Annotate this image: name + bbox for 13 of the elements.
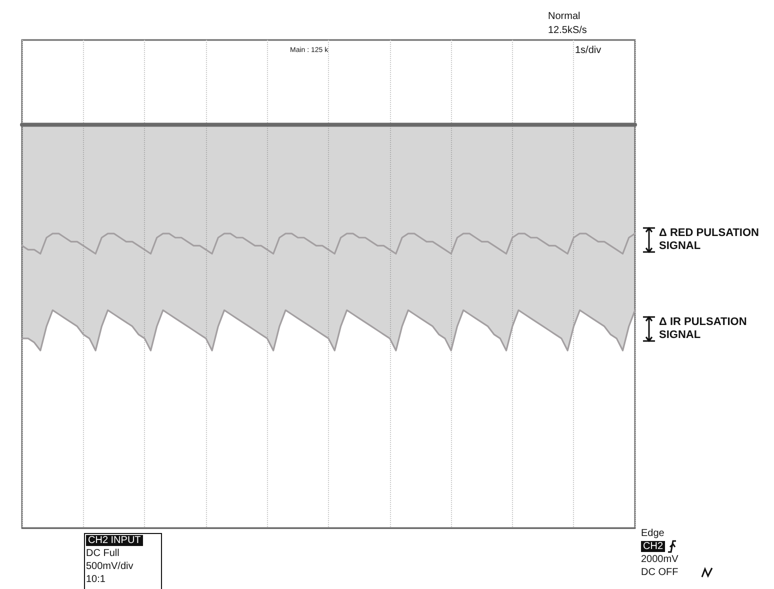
text: DC Full bbox=[86, 547, 120, 560]
text: Edge bbox=[641, 527, 664, 540]
text: CH2 INPUT bbox=[86, 535, 143, 546]
text: 2000mV bbox=[641, 553, 678, 566]
text: Δ RED PULSATION SIGNAL bbox=[659, 227, 760, 253]
text: Normal bbox=[548, 10, 580, 23]
text: 1s/div bbox=[575, 44, 602, 57]
text: CH2 bbox=[641, 541, 666, 552]
text: 12.5kS/s bbox=[548, 24, 587, 37]
text: DC OFF bbox=[641, 566, 678, 579]
text: Δ IR PULSATION SIGNAL bbox=[659, 316, 748, 342]
text: 10:1 bbox=[86, 573, 106, 586]
text: 500mV/div bbox=[86, 560, 134, 573]
